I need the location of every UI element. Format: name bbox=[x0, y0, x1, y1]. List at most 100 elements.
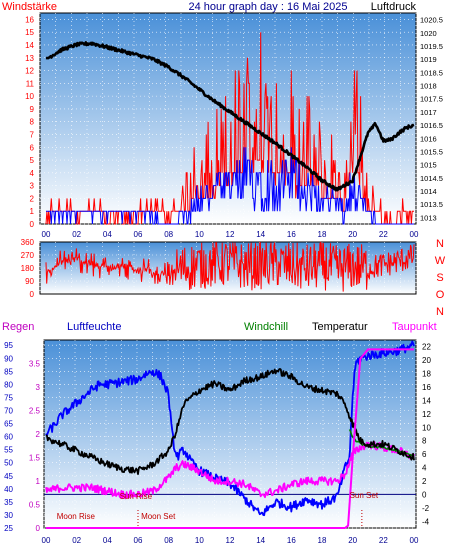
wind-tick-label: 13 bbox=[25, 54, 34, 63]
temperature-tick-label: 18 bbox=[422, 370, 431, 379]
temperature-tick-label: 20 bbox=[422, 356, 431, 365]
x-tick-label: 16 bbox=[287, 230, 296, 239]
x-tick-label: 20 bbox=[348, 230, 357, 239]
pressure-tick-label: 1018.5 bbox=[420, 68, 443, 77]
wind-tick-label: 2 bbox=[30, 194, 35, 203]
x-tick-label: 22 bbox=[379, 536, 388, 545]
rain-tick-label: 3.5 bbox=[29, 360, 41, 369]
pressure-tick-label: 1014.5 bbox=[420, 174, 443, 183]
temperature-tick-label: -4 bbox=[422, 517, 430, 526]
wind-tick-label: 11 bbox=[26, 79, 35, 88]
temperature-tick-label: 0 bbox=[422, 490, 427, 499]
pressure-line bbox=[45, 41, 415, 192]
rain-tick-label: 1 bbox=[36, 477, 41, 486]
direction-degree-label: 90 bbox=[25, 277, 34, 286]
wind-tick-label: 8 bbox=[30, 118, 35, 127]
wind-tick-label: 1 bbox=[30, 207, 35, 216]
x-tick-label: 16 bbox=[287, 536, 296, 545]
temperature-tick-label: -2 bbox=[422, 504, 430, 513]
x-tick-label: 12 bbox=[226, 536, 235, 545]
pressure-tick-label: 1013 bbox=[420, 213, 437, 222]
x-tick-label: 08 bbox=[164, 230, 173, 239]
wind-direction-line bbox=[45, 241, 415, 292]
pressure-tick-label: 1014 bbox=[420, 187, 437, 196]
wind-tick-label: 14 bbox=[25, 41, 34, 50]
pressure-tick-label: 1016.5 bbox=[420, 121, 443, 130]
wind-axis-title: Windstärke bbox=[2, 1, 57, 13]
wind-tick-label: 0 bbox=[30, 220, 35, 229]
pressure-tick-label: 1019 bbox=[420, 55, 437, 64]
x-tick-label: 02 bbox=[72, 230, 81, 239]
compass-label: N bbox=[436, 238, 444, 250]
wind-pressure-series bbox=[45, 32, 415, 225]
temperature-tick-label: 2 bbox=[422, 477, 427, 486]
temperature-tick-labels: -4 -2 0 2 4 6 8 10 12 14 16 18 20 22 bbox=[422, 343, 431, 527]
humidity-axis-title: Luftfeuchte bbox=[67, 321, 121, 333]
direction-degree-label: 360 bbox=[21, 238, 35, 247]
pressure-tick-label: 1019.5 bbox=[420, 42, 443, 51]
direction-degree-tick-labels: 0 90 180 270 360 bbox=[21, 238, 35, 299]
x-tick-label: 00 bbox=[42, 536, 51, 545]
wind-tick-label: 7 bbox=[30, 130, 35, 139]
wind-tick-label: 5 bbox=[30, 156, 35, 165]
humidity-tick-label: 30 bbox=[4, 511, 13, 520]
x-tick-label: 00 bbox=[42, 230, 51, 239]
x-tick-label: 18 bbox=[318, 230, 327, 239]
pressure-tick-label: 1015 bbox=[420, 161, 437, 170]
humidity-tick-label: 70 bbox=[4, 407, 13, 416]
x-tick-label: 12 bbox=[226, 230, 235, 239]
pressure-tick-label: 1018 bbox=[420, 82, 437, 91]
x-tick-label: 08 bbox=[164, 536, 173, 545]
pressure-tick-label: 1017 bbox=[420, 108, 437, 117]
chart-title: 24 hour graph day : 16 Mai 2025 bbox=[188, 1, 347, 13]
temperature-tick-label: 6 bbox=[422, 450, 427, 459]
rain-tick-label: 3 bbox=[36, 383, 41, 392]
compass-label: O bbox=[436, 289, 445, 301]
direction-degree-label: 180 bbox=[21, 264, 35, 273]
humidity-tick-label: 55 bbox=[4, 446, 13, 455]
humidity-tick-label: 35 bbox=[4, 498, 13, 507]
x-tick-label: 14 bbox=[256, 536, 265, 545]
humidity-tick-labels: 25 30 35 40 45 50 55 60 65 70 75 80 85 90 95 bbox=[4, 341, 13, 533]
astro-annotation-label: Moon Set bbox=[141, 512, 176, 521]
wind-direction-series bbox=[45, 241, 415, 292]
humidity-tick-label: 85 bbox=[4, 367, 13, 376]
wind-tick-label: 12 bbox=[25, 67, 34, 76]
wind-pressure-x-tick-labels: 00 02 04 06 08 10 12 14 16 18 20 22 00 bbox=[42, 230, 419, 239]
astro-annotations: Moon Rise Sun Rise Moon Set Sun Set bbox=[57, 491, 379, 528]
astro-annotation-label: Sun Rise bbox=[120, 492, 153, 501]
x-tick-label: 04 bbox=[103, 230, 112, 239]
pressure-tick-label: 1020 bbox=[420, 29, 437, 38]
humidity-tick-label: 95 bbox=[4, 341, 13, 350]
temperature-tick-label: 8 bbox=[422, 437, 427, 446]
x-tick-label: 00 bbox=[410, 536, 419, 545]
astro-annotation-label: Sun Set bbox=[350, 491, 379, 500]
wind-tick-label: 9 bbox=[30, 105, 35, 114]
pressure-tick-label: 1015.5 bbox=[420, 147, 443, 156]
compass-label: S bbox=[436, 272, 443, 284]
compass-label: N bbox=[436, 306, 444, 318]
x-tick-label: 18 bbox=[318, 536, 327, 545]
temperature-tick-label: 12 bbox=[422, 410, 431, 419]
rain-line bbox=[46, 348, 414, 529]
pressure-axis-title: Luftdruck bbox=[371, 1, 417, 13]
wind-tick-label: 10 bbox=[25, 92, 34, 101]
direction-degree-label: 270 bbox=[21, 251, 35, 260]
humidity-tick-label: 90 bbox=[4, 354, 13, 363]
temperature-line bbox=[45, 368, 415, 475]
dewpoint-legend: Taupunkt bbox=[392, 321, 437, 333]
x-tick-label: 02 bbox=[72, 536, 81, 545]
humidity-tick-label: 40 bbox=[4, 485, 13, 494]
humidity-tick-label: 75 bbox=[4, 393, 13, 402]
temp-humidity-x-tick-labels: 00 02 04 06 08 10 12 14 16 18 20 22 00 bbox=[42, 536, 419, 545]
wind-tick-label: 16 bbox=[25, 15, 34, 24]
pressure-tick-label: 1016 bbox=[420, 134, 437, 143]
temperature-tick-label: 14 bbox=[422, 396, 431, 405]
windchill-legend: Windchill bbox=[244, 321, 288, 333]
x-tick-label: 06 bbox=[134, 536, 143, 545]
wind-tick-label: 4 bbox=[30, 169, 35, 178]
humidity-tick-label: 60 bbox=[4, 433, 13, 442]
x-tick-label: 06 bbox=[134, 230, 143, 239]
